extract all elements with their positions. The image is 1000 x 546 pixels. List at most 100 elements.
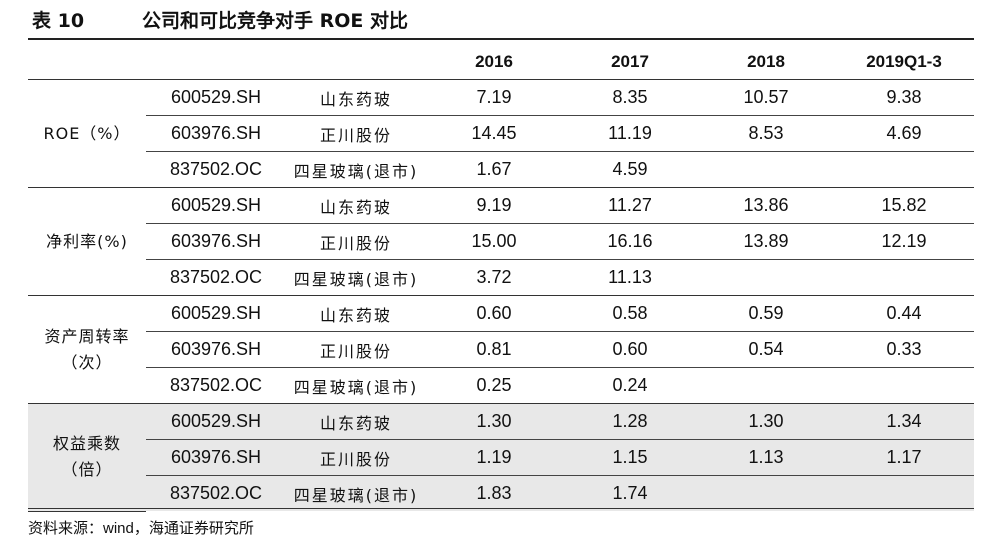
source-footnote: 资料来源：wind，海通证券研究所 bbox=[28, 508, 974, 538]
value-cell: 8.35 bbox=[562, 79, 698, 116]
company-name: 正川股份 bbox=[286, 223, 426, 260]
value-cell: 0.25 bbox=[426, 367, 562, 404]
metric-label: 资产周转率 （次） bbox=[28, 295, 146, 404]
value-cell: 12.19 bbox=[834, 223, 974, 260]
value-cell: 1.28 bbox=[562, 403, 698, 440]
value-cell: 15.82 bbox=[834, 187, 974, 224]
header-metric bbox=[28, 44, 146, 80]
value-cell: 11.27 bbox=[562, 187, 698, 224]
value-cell: 0.54 bbox=[698, 331, 834, 368]
value-cell bbox=[698, 367, 834, 404]
table-row: 603976.SH 正川股份 14.45 11.19 8.53 4.69 bbox=[28, 115, 974, 152]
value-cell: 1.67 bbox=[426, 151, 562, 188]
value-cell: 0.24 bbox=[562, 367, 698, 404]
value-cell: 1.30 bbox=[426, 403, 562, 440]
company-name: 山东药玻 bbox=[286, 403, 426, 440]
stock-code: 837502.OC bbox=[146, 151, 286, 188]
value-cell: 0.59 bbox=[698, 295, 834, 332]
table-row: 净利率(%) 600529.SH 山东药玻 9.19 11.27 13.86 1… bbox=[28, 187, 974, 296]
table-row: 资产周转率 （次） 600529.SH 山东药玻 0.60 0.58 0.59 0… bbox=[28, 295, 974, 404]
value-cell: 0.60 bbox=[426, 295, 562, 332]
value-cell: 1.34 bbox=[834, 403, 974, 440]
header-year: 2018 bbox=[698, 44, 834, 80]
footnote-suffix: ，海通证券研究所 bbox=[133, 519, 254, 537]
value-cell: 0.44 bbox=[834, 295, 974, 332]
table-row: 837502.OC 四星玻璃(退市) 1.67 4.59 bbox=[28, 151, 974, 188]
value-cell: 11.19 bbox=[562, 115, 698, 152]
value-cell: 4.59 bbox=[562, 151, 698, 188]
table-row: 603976.SH 正川股份 15.00 16.16 13.89 12.19 bbox=[28, 223, 974, 260]
value-cell: 15.00 bbox=[426, 223, 562, 260]
company-name: 山东药玻 bbox=[286, 79, 426, 116]
company-name: 四星玻璃(退市) bbox=[286, 475, 426, 511]
value-cell: 16.16 bbox=[562, 223, 698, 260]
company-name: 四星玻璃(退市) bbox=[286, 151, 426, 188]
stock-code: 603976.SH bbox=[146, 439, 286, 476]
stock-code: 603976.SH bbox=[146, 331, 286, 368]
table-title: 公司和可比竞争对手 ROE 对比 bbox=[142, 9, 408, 32]
value-cell: 9.38 bbox=[834, 79, 974, 116]
company-name: 四星玻璃(退市) bbox=[286, 367, 426, 404]
footnote-source: wind bbox=[103, 520, 134, 537]
company-name: 正川股份 bbox=[286, 115, 426, 152]
value-cell: 1.15 bbox=[562, 439, 698, 476]
value-cell: 11.13 bbox=[562, 259, 698, 296]
table-row: 837502.OC 四星玻璃(退市) 3.72 11.13 bbox=[28, 259, 974, 296]
stock-code: 600529.SH bbox=[146, 295, 286, 332]
header-code bbox=[146, 44, 286, 80]
table-row: 837502.OC 四星玻璃(退市) 1.83 1.74 bbox=[28, 475, 974, 511]
footnote-prefix: 资料来源： bbox=[28, 519, 104, 537]
value-cell bbox=[834, 259, 974, 296]
value-cell: 0.33 bbox=[834, 331, 974, 368]
value-cell: 4.69 bbox=[834, 115, 974, 152]
comparison-table: 2016 2017 2018 2019Q1-3 ROE（%） 600529.SH… bbox=[28, 44, 974, 512]
value-cell: 1.13 bbox=[698, 439, 834, 476]
stock-code: 600529.SH bbox=[146, 187, 286, 224]
value-cell: 7.19 bbox=[426, 79, 562, 116]
value-cell: 13.89 bbox=[698, 223, 834, 260]
value-cell: 8.53 bbox=[698, 115, 834, 152]
stock-code: 600529.SH bbox=[146, 79, 286, 116]
value-cell: 13.86 bbox=[698, 187, 834, 224]
table-number: 表 10 bbox=[32, 9, 85, 32]
table-row: 603976.SH 正川股份 1.19 1.15 1.13 1.17 bbox=[28, 439, 974, 476]
value-cell bbox=[698, 151, 834, 188]
stock-code: 600529.SH bbox=[146, 403, 286, 440]
value-cell: 1.30 bbox=[698, 403, 834, 440]
header-year: 2017 bbox=[562, 44, 698, 80]
metric-label: 净利率(%) bbox=[28, 187, 146, 296]
value-cell: 0.81 bbox=[426, 331, 562, 368]
stock-code: 837502.OC bbox=[146, 367, 286, 404]
company-name: 山东药玻 bbox=[286, 295, 426, 332]
value-cell bbox=[698, 259, 834, 296]
stock-code: 603976.SH bbox=[146, 115, 286, 152]
group-asset-turnover: 资产周转率 （次） 600529.SH 山东药玻 0.60 0.58 0.59 0… bbox=[28, 295, 974, 404]
value-cell: 1.19 bbox=[426, 439, 562, 476]
value-cell: 0.58 bbox=[562, 295, 698, 332]
table-row: ROE（%） 600529.SH 山东药玻 7.19 8.35 10.57 9.… bbox=[28, 79, 974, 188]
group-net-margin: 净利率(%) 600529.SH 山东药玻 9.19 11.27 13.86 1… bbox=[28, 187, 974, 296]
stock-code: 837502.OC bbox=[146, 259, 286, 296]
value-cell bbox=[834, 367, 974, 404]
company-name: 正川股份 bbox=[286, 331, 426, 368]
company-name: 四星玻璃(退市) bbox=[286, 259, 426, 296]
value-cell bbox=[834, 151, 974, 188]
header-year: 2016 bbox=[426, 44, 562, 80]
group-equity-multiplier: 权益乘数 （倍） 600529.SH 山东药玻 1.30 1.28 1.30 1.… bbox=[28, 403, 974, 512]
company-name: 山东药玻 bbox=[286, 187, 426, 224]
value-cell: 10.57 bbox=[698, 79, 834, 116]
value-cell bbox=[698, 475, 834, 511]
value-cell: 1.17 bbox=[834, 439, 974, 476]
value-cell: 14.45 bbox=[426, 115, 562, 152]
header-year: 2019Q1-3 bbox=[834, 44, 974, 80]
header-row: 2016 2017 2018 2019Q1-3 bbox=[28, 44, 974, 80]
table-row: 权益乘数 （倍） 600529.SH 山东药玻 1.30 1.28 1.30 1.… bbox=[28, 403, 974, 512]
metric-label: 权益乘数 （倍） bbox=[28, 403, 146, 512]
table-row: 603976.SH 正川股份 0.81 0.60 0.54 0.33 bbox=[28, 331, 974, 368]
value-cell: 1.74 bbox=[562, 475, 698, 511]
value-cell: 9.19 bbox=[426, 187, 562, 224]
group-roe: ROE（%） 600529.SH 山东药玻 7.19 8.35 10.57 9.… bbox=[28, 79, 974, 188]
table-row: 837502.OC 四星玻璃(退市) 0.25 0.24 bbox=[28, 367, 974, 404]
stock-code: 603976.SH bbox=[146, 223, 286, 260]
metric-label: ROE（%） bbox=[28, 79, 146, 188]
